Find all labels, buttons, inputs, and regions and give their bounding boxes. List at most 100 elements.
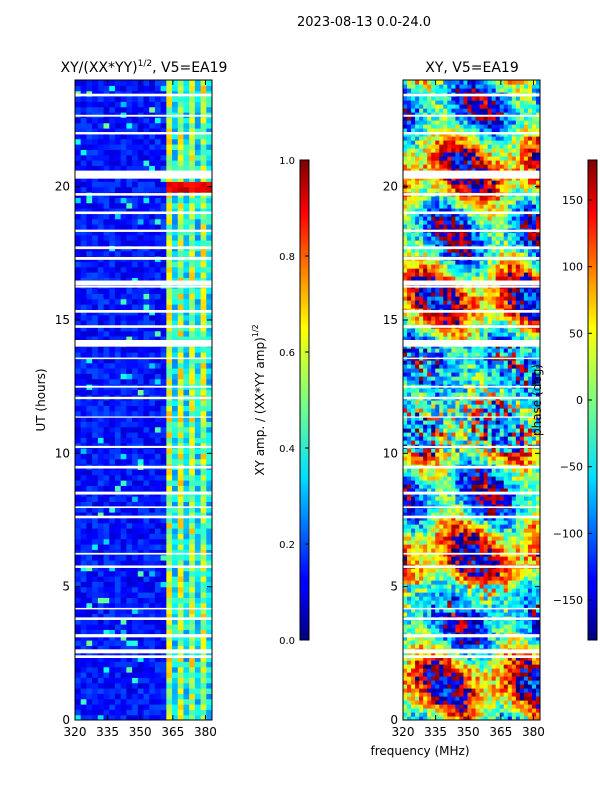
panel-a-cell [172, 160, 179, 166]
panel-a-cell [109, 218, 116, 225]
panel-b-cell [523, 568, 529, 573]
panel-a-cell [92, 325, 99, 332]
panel-b-cell [403, 496, 408, 501]
panel-a-cell [172, 560, 179, 566]
panel-b-cell [403, 692, 408, 697]
panel-a-cell [75, 272, 82, 278]
panel-a-cell [172, 165, 179, 172]
panel-b-cell [427, 536, 432, 541]
panel-b-cell [447, 584, 452, 589]
panel-a-cell [166, 442, 173, 449]
panel-a-cell [143, 314, 150, 321]
panel-b-cell [531, 536, 537, 541]
panel-a-cell [206, 672, 212, 678]
panel-a-cell [189, 250, 196, 257]
panel-a-cell [75, 586, 82, 593]
panel-a-cell [189, 352, 196, 358]
panel-b-cell [479, 532, 485, 537]
panel-b-cell [451, 580, 456, 585]
panel-b-cell [471, 496, 477, 501]
panel-b-cell [459, 708, 465, 713]
panel-b-cell [527, 548, 533, 553]
panel-a-cell [86, 682, 93, 689]
panel-a-cell [92, 693, 99, 700]
panel-b-cell [527, 664, 533, 669]
panel-b-cell [515, 556, 521, 561]
panel-a-cell [132, 576, 139, 582]
panel-a-frame [74, 79, 213, 721]
panel-a-cell [183, 426, 190, 433]
panel-b-cell [499, 712, 505, 717]
panel-a-cell [86, 405, 93, 412]
panel-a-cell [172, 458, 179, 465]
panel-b-cell [411, 584, 416, 589]
panel-b-cell [535, 708, 540, 713]
panel-a-cell [206, 410, 212, 417]
panel-a-cell [80, 421, 88, 428]
panel-a-cell [166, 650, 173, 657]
panel-b-cell [515, 668, 521, 673]
panel-a-cell [177, 682, 185, 689]
panel-b-cell [455, 476, 461, 481]
panel-a-cell [200, 554, 207, 561]
panel-a-cell [120, 501, 127, 508]
panel-a-cell [75, 314, 82, 321]
panel-a-cell [103, 442, 110, 449]
panel-b-cell [431, 584, 436, 589]
panel-b-cell [407, 700, 412, 705]
panel-a-cell [149, 218, 156, 225]
panel-a-gap [75, 515, 212, 519]
panel-b-cell [527, 540, 533, 545]
panel-b-cell [431, 676, 436, 681]
panel-a-cell [120, 570, 127, 577]
panel-a-cell [132, 581, 139, 588]
panel-a-cell [126, 101, 133, 108]
panel-a-cell [80, 80, 88, 86]
panel-a-cell [149, 592, 156, 598]
panel-a-cell [126, 160, 133, 166]
panel-a-cell [189, 618, 196, 625]
panel-b-cell [483, 636, 489, 641]
panel-a-cell [149, 288, 156, 294]
panel-a-cell [189, 629, 196, 636]
panel-a-cell [200, 357, 207, 364]
panel-a-cell [189, 480, 196, 486]
panel-b-cell [503, 576, 509, 581]
panel-b-cell [535, 524, 540, 529]
panel-b-cell [491, 496, 497, 501]
panel-a-cell [109, 629, 116, 636]
panel-a-cell [80, 458, 88, 465]
panel-a-cell [114, 426, 122, 433]
panel-a-cell [80, 496, 88, 502]
panel-b-cell [411, 496, 416, 501]
panel-a-cell [75, 512, 82, 518]
panel-b-cell [411, 528, 416, 533]
panel-b-cell [483, 604, 489, 609]
panel-a-cell [189, 416, 196, 422]
panel-b-cell [479, 528, 485, 533]
panel-a-cell [149, 90, 156, 97]
panel-a-heatmap [75, 80, 212, 720]
panel-a-cell [189, 426, 196, 433]
panel-b-cell [471, 528, 477, 533]
panel-b-cell [463, 716, 469, 720]
panel-b-cell [499, 664, 505, 669]
panel-b-cell [435, 568, 440, 573]
panel-a-cell [75, 357, 82, 364]
panel-a-cell [126, 602, 133, 609]
panel-a-cell [194, 533, 202, 540]
panel-a-cell [166, 672, 173, 678]
panel-a-cell [194, 656, 202, 662]
panel-b-cell [475, 528, 481, 533]
panel-a-cell [177, 565, 185, 572]
panel-b-cell [427, 640, 432, 645]
panel-b-cell [515, 580, 521, 585]
panel-b-cell [467, 684, 473, 689]
panel-a-cell [103, 565, 110, 572]
panel-b-cell [427, 516, 432, 521]
panel-b-cell [519, 476, 525, 481]
panel-a-cell [126, 640, 133, 646]
panel-a-cell [177, 581, 185, 588]
panel-b-cell [475, 712, 481, 717]
panel-b-cell [499, 620, 505, 625]
